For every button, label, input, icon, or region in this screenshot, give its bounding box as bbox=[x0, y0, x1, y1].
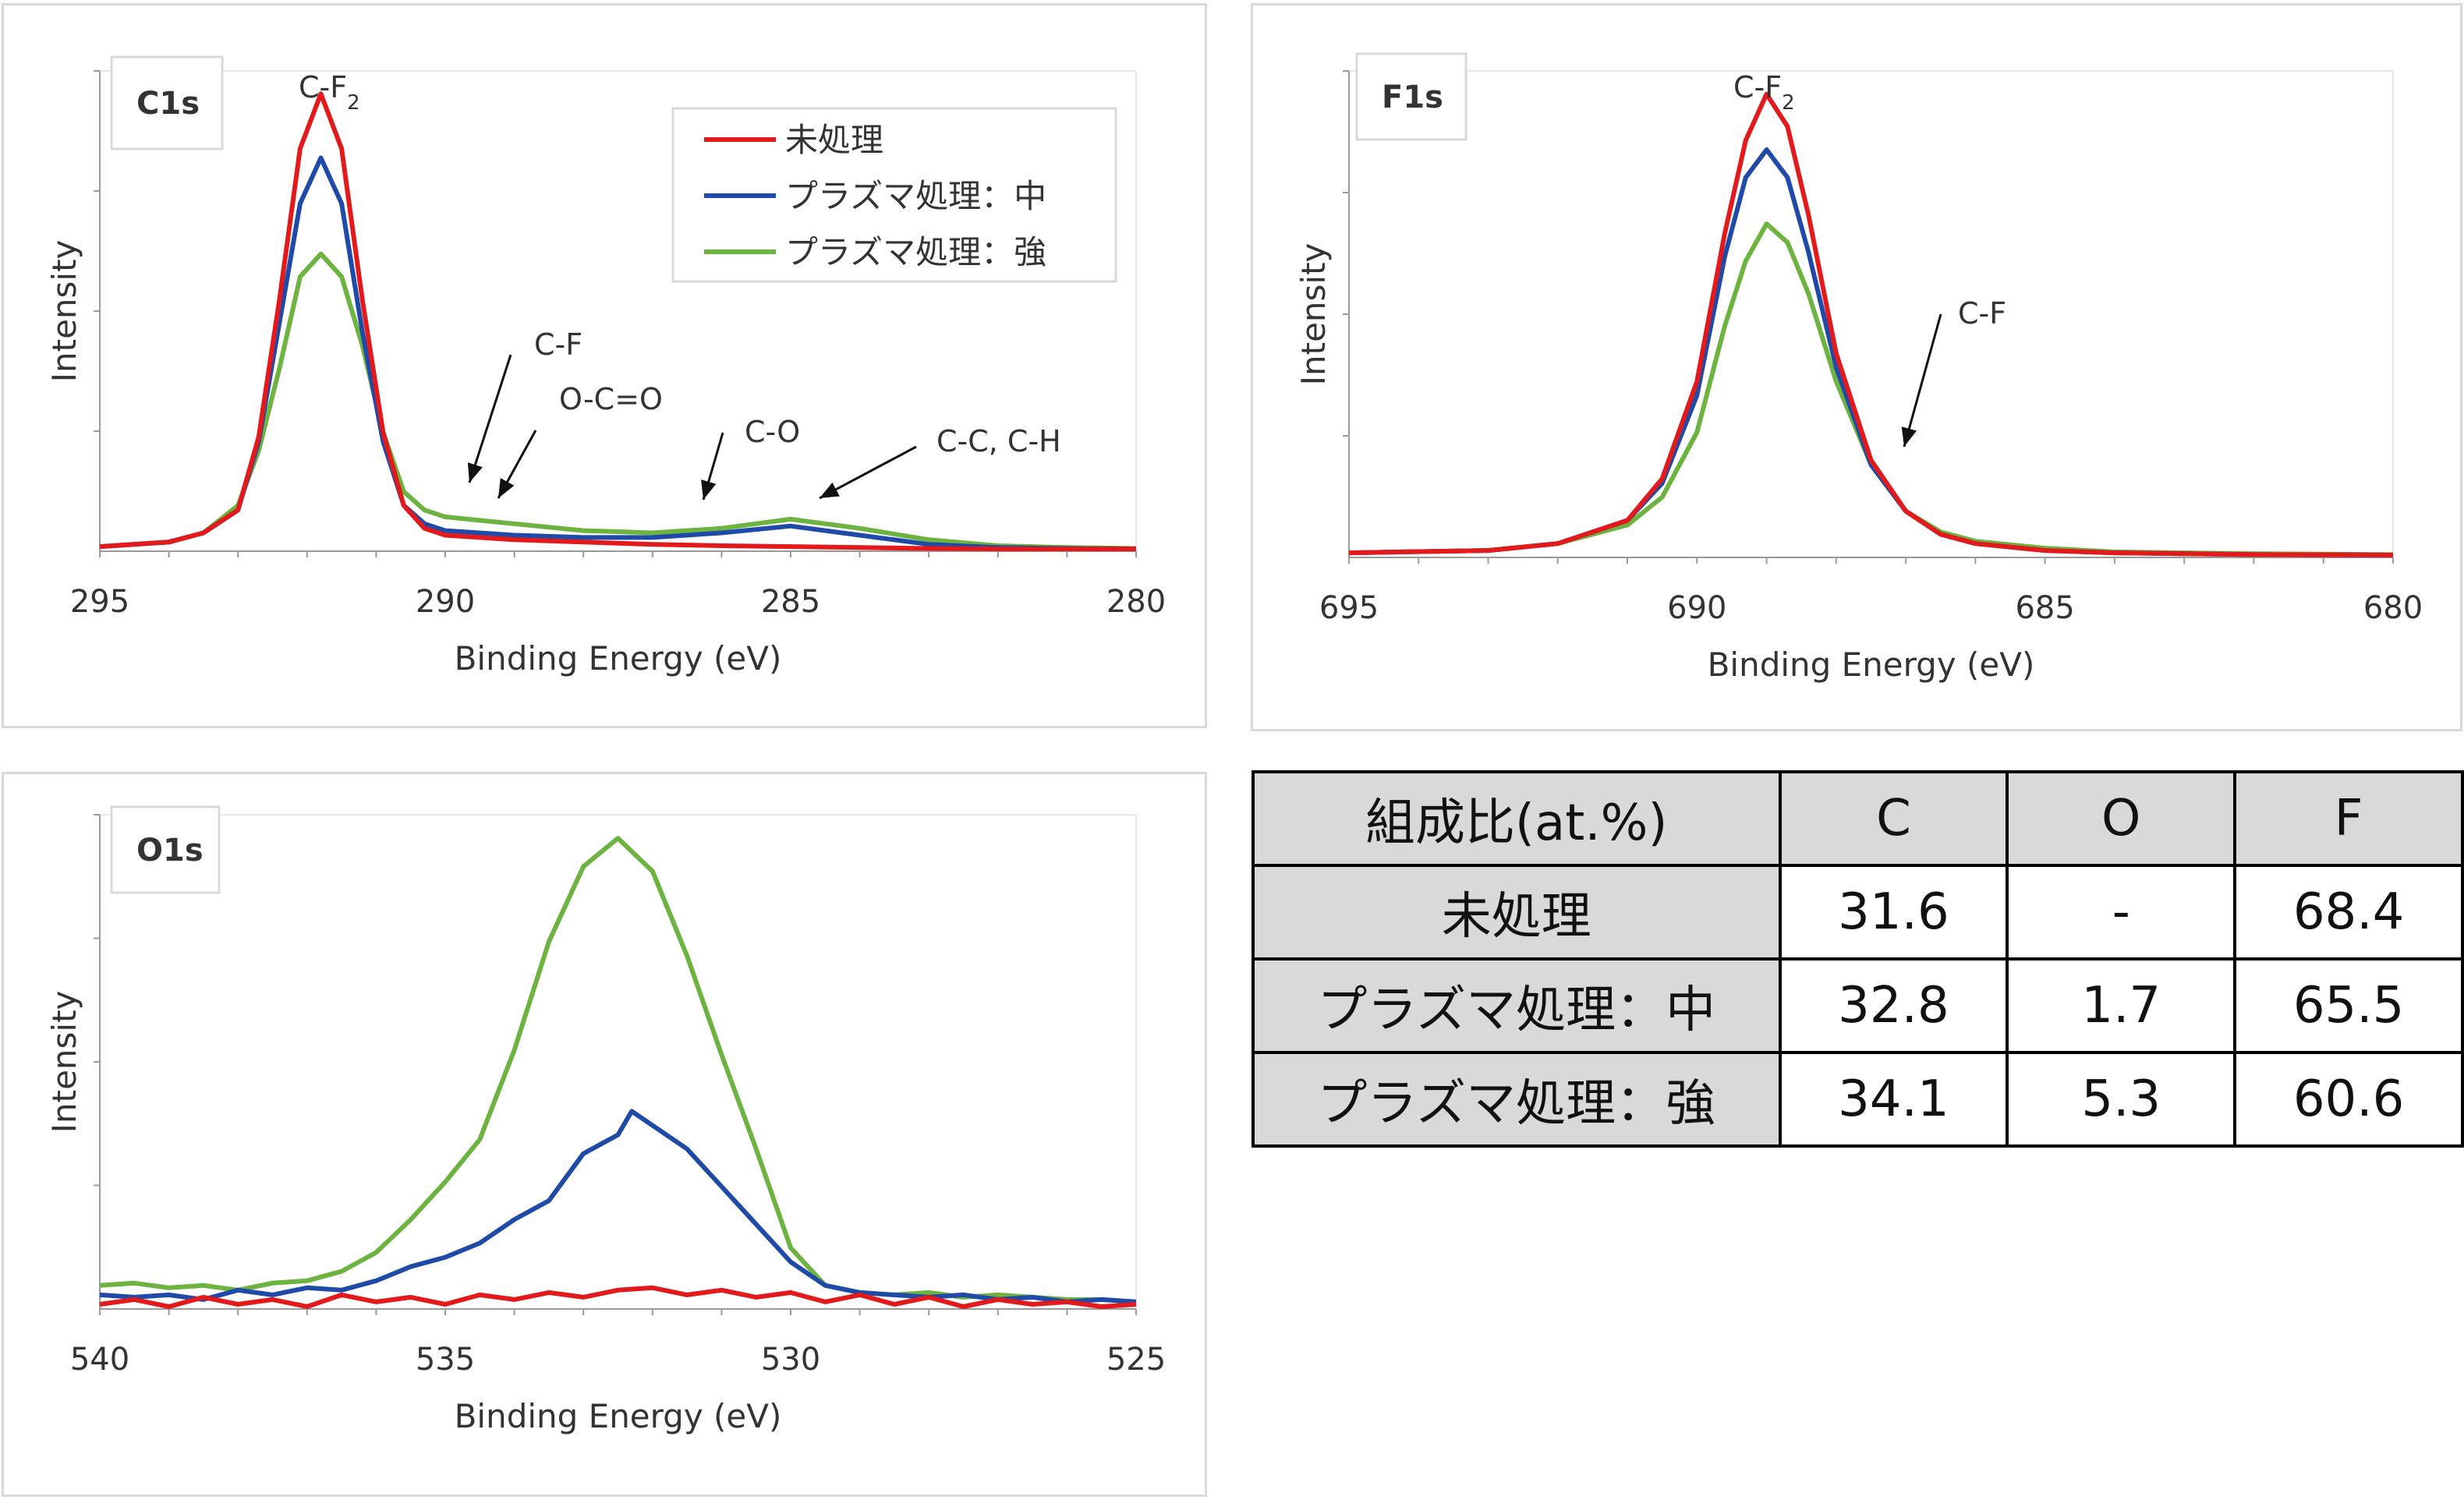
table-header-cell: C bbox=[1778, 770, 2009, 867]
series-line-plasma-strong bbox=[1348, 221, 2394, 557]
panel-tag-label: C1s bbox=[136, 86, 200, 122]
table-row-label: プラズマ処理：強 bbox=[1251, 1051, 1782, 1148]
peak-annotation: C-F bbox=[534, 327, 582, 362]
annotation-arrow-head bbox=[701, 479, 717, 500]
peak-annotation: C-F2 bbox=[1733, 70, 1795, 115]
peak-annotation: C-F bbox=[1958, 296, 2006, 331]
series-line-untreated bbox=[1348, 91, 2394, 557]
series-line-plasma-medium bbox=[1348, 147, 2394, 557]
o1s-chart: 540 535 530 525 Binding Energy (eV) Intensity… bbox=[45, 805, 1166, 1435]
x-tick-label: 680 bbox=[2363, 590, 2423, 626]
table-cell: 60.6 bbox=[2233, 1051, 2464, 1148]
table-header-cell: O bbox=[2006, 770, 2237, 867]
table-header-row: 組成比(at.%) C O F bbox=[1251, 770, 2464, 867]
annotation-arrow-head bbox=[498, 478, 515, 498]
panel-tag-box bbox=[110, 55, 224, 150]
f1s-chart: 695 690 685 680 Binding Energy (eV) Intensity… bbox=[1294, 52, 2423, 684]
annotation-arrow-head bbox=[820, 482, 840, 498]
x-axis-title: Binding Energy (eV) bbox=[455, 1397, 782, 1435]
legend-label: プラズマ処理：強 bbox=[785, 233, 1046, 271]
composition-table-container: 組成比(at.%) C O F 未処理 31.6 - 68.4 プラズマ処理：中… bbox=[1251, 770, 2464, 1148]
x-axis-title: Binding Energy (eV) bbox=[455, 639, 782, 677]
table-cell: 32.8 bbox=[1778, 957, 2009, 1054]
table-cell: 34.1 bbox=[1778, 1051, 2009, 1148]
table-row: プラズマ処理：強 34.1 5.3 60.6 bbox=[1251, 1051, 2464, 1148]
x-tick-label: 685 bbox=[2015, 590, 2074, 626]
series-line-untreated bbox=[99, 91, 1136, 552]
legend-label: プラズマ処理：中 bbox=[785, 177, 1046, 215]
x-tick-label: 295 bbox=[70, 584, 129, 620]
x-tick-label: 695 bbox=[1319, 590, 1379, 626]
x-tick-label: 290 bbox=[416, 584, 475, 620]
legend-label: 未処理 bbox=[785, 121, 883, 159]
panel-tag-box bbox=[1355, 52, 1467, 141]
x-tick-label: 690 bbox=[1667, 590, 1726, 626]
y-axis-title: Intensity bbox=[1294, 243, 1333, 386]
table-row-label: 未処理 bbox=[1251, 864, 1782, 960]
f1s-chart-panel: 695 690 685 680 Binding Energy (eV) Intensity… bbox=[1251, 3, 2462, 731]
table-cell: 68.4 bbox=[2233, 864, 2464, 960]
annotation-arrow-head bbox=[1901, 426, 1917, 447]
x-tick-label: 285 bbox=[761, 584, 820, 620]
peak-annotation: C-F2 bbox=[299, 70, 360, 115]
o1s-chart-panel: 540 535 530 525 Binding Energy (eV) Intensity… bbox=[2, 772, 1207, 1497]
peak-annotation: C-O bbox=[745, 415, 800, 449]
annotation-arrow-head bbox=[467, 462, 483, 483]
series-line-plasma-strong bbox=[99, 836, 1137, 1304]
x-tick-label: 280 bbox=[1106, 584, 1166, 620]
table-cell: 5.3 bbox=[2006, 1051, 2237, 1148]
x-tick-label: 530 bbox=[761, 1342, 820, 1378]
table-row-label: プラズマ処理：中 bbox=[1251, 957, 1782, 1054]
c1s-chart: 295 290 285 280 Binding Energy (eV) Intensity… bbox=[45, 55, 1166, 677]
series-line-plasma-medium bbox=[99, 1109, 1137, 1304]
panel-tag-label: F1s bbox=[1382, 80, 1443, 115]
peak-annotation: O-C=O bbox=[559, 382, 663, 416]
table-header-cell: F bbox=[2233, 770, 2464, 867]
table-cell: 1.7 bbox=[2006, 957, 2237, 1054]
annotation-arrow-line bbox=[468, 354, 512, 483]
panel-tag-box bbox=[110, 805, 221, 894]
y-axis-title: Intensity bbox=[45, 991, 83, 1134]
annotation-arrow-line bbox=[1903, 313, 1942, 448]
table-row: 未処理 31.6 - 68.4 bbox=[1251, 864, 2464, 960]
y-axis-title: Intensity bbox=[45, 240, 83, 383]
table-cell: - bbox=[2006, 864, 2237, 960]
panel-tag-label: O1s bbox=[136, 833, 204, 869]
table-cell: 31.6 bbox=[1778, 864, 2009, 960]
x-tick-label: 540 bbox=[70, 1342, 129, 1378]
x-axis-title: Binding Energy (eV) bbox=[1708, 646, 2035, 684]
table-cell: 65.5 bbox=[2233, 957, 2464, 1054]
peak-annotation: C-C, C-H bbox=[936, 424, 1061, 458]
c1s-chart-panel: 295 290 285 280 Binding Energy (eV) Intensity… bbox=[2, 3, 1207, 728]
composition-table: 組成比(at.%) C O F 未処理 31.6 - 68.4 プラズマ処理：中… bbox=[1251, 770, 2464, 1148]
x-tick-label: 535 bbox=[416, 1342, 475, 1378]
series-line-untreated bbox=[99, 1285, 1137, 1309]
table-header-cell: 組成比(at.%) bbox=[1251, 770, 1782, 867]
table-row: プラズマ処理：中 32.8 1.7 65.5 bbox=[1251, 957, 2464, 1054]
x-tick-label: 525 bbox=[1106, 1342, 1166, 1378]
